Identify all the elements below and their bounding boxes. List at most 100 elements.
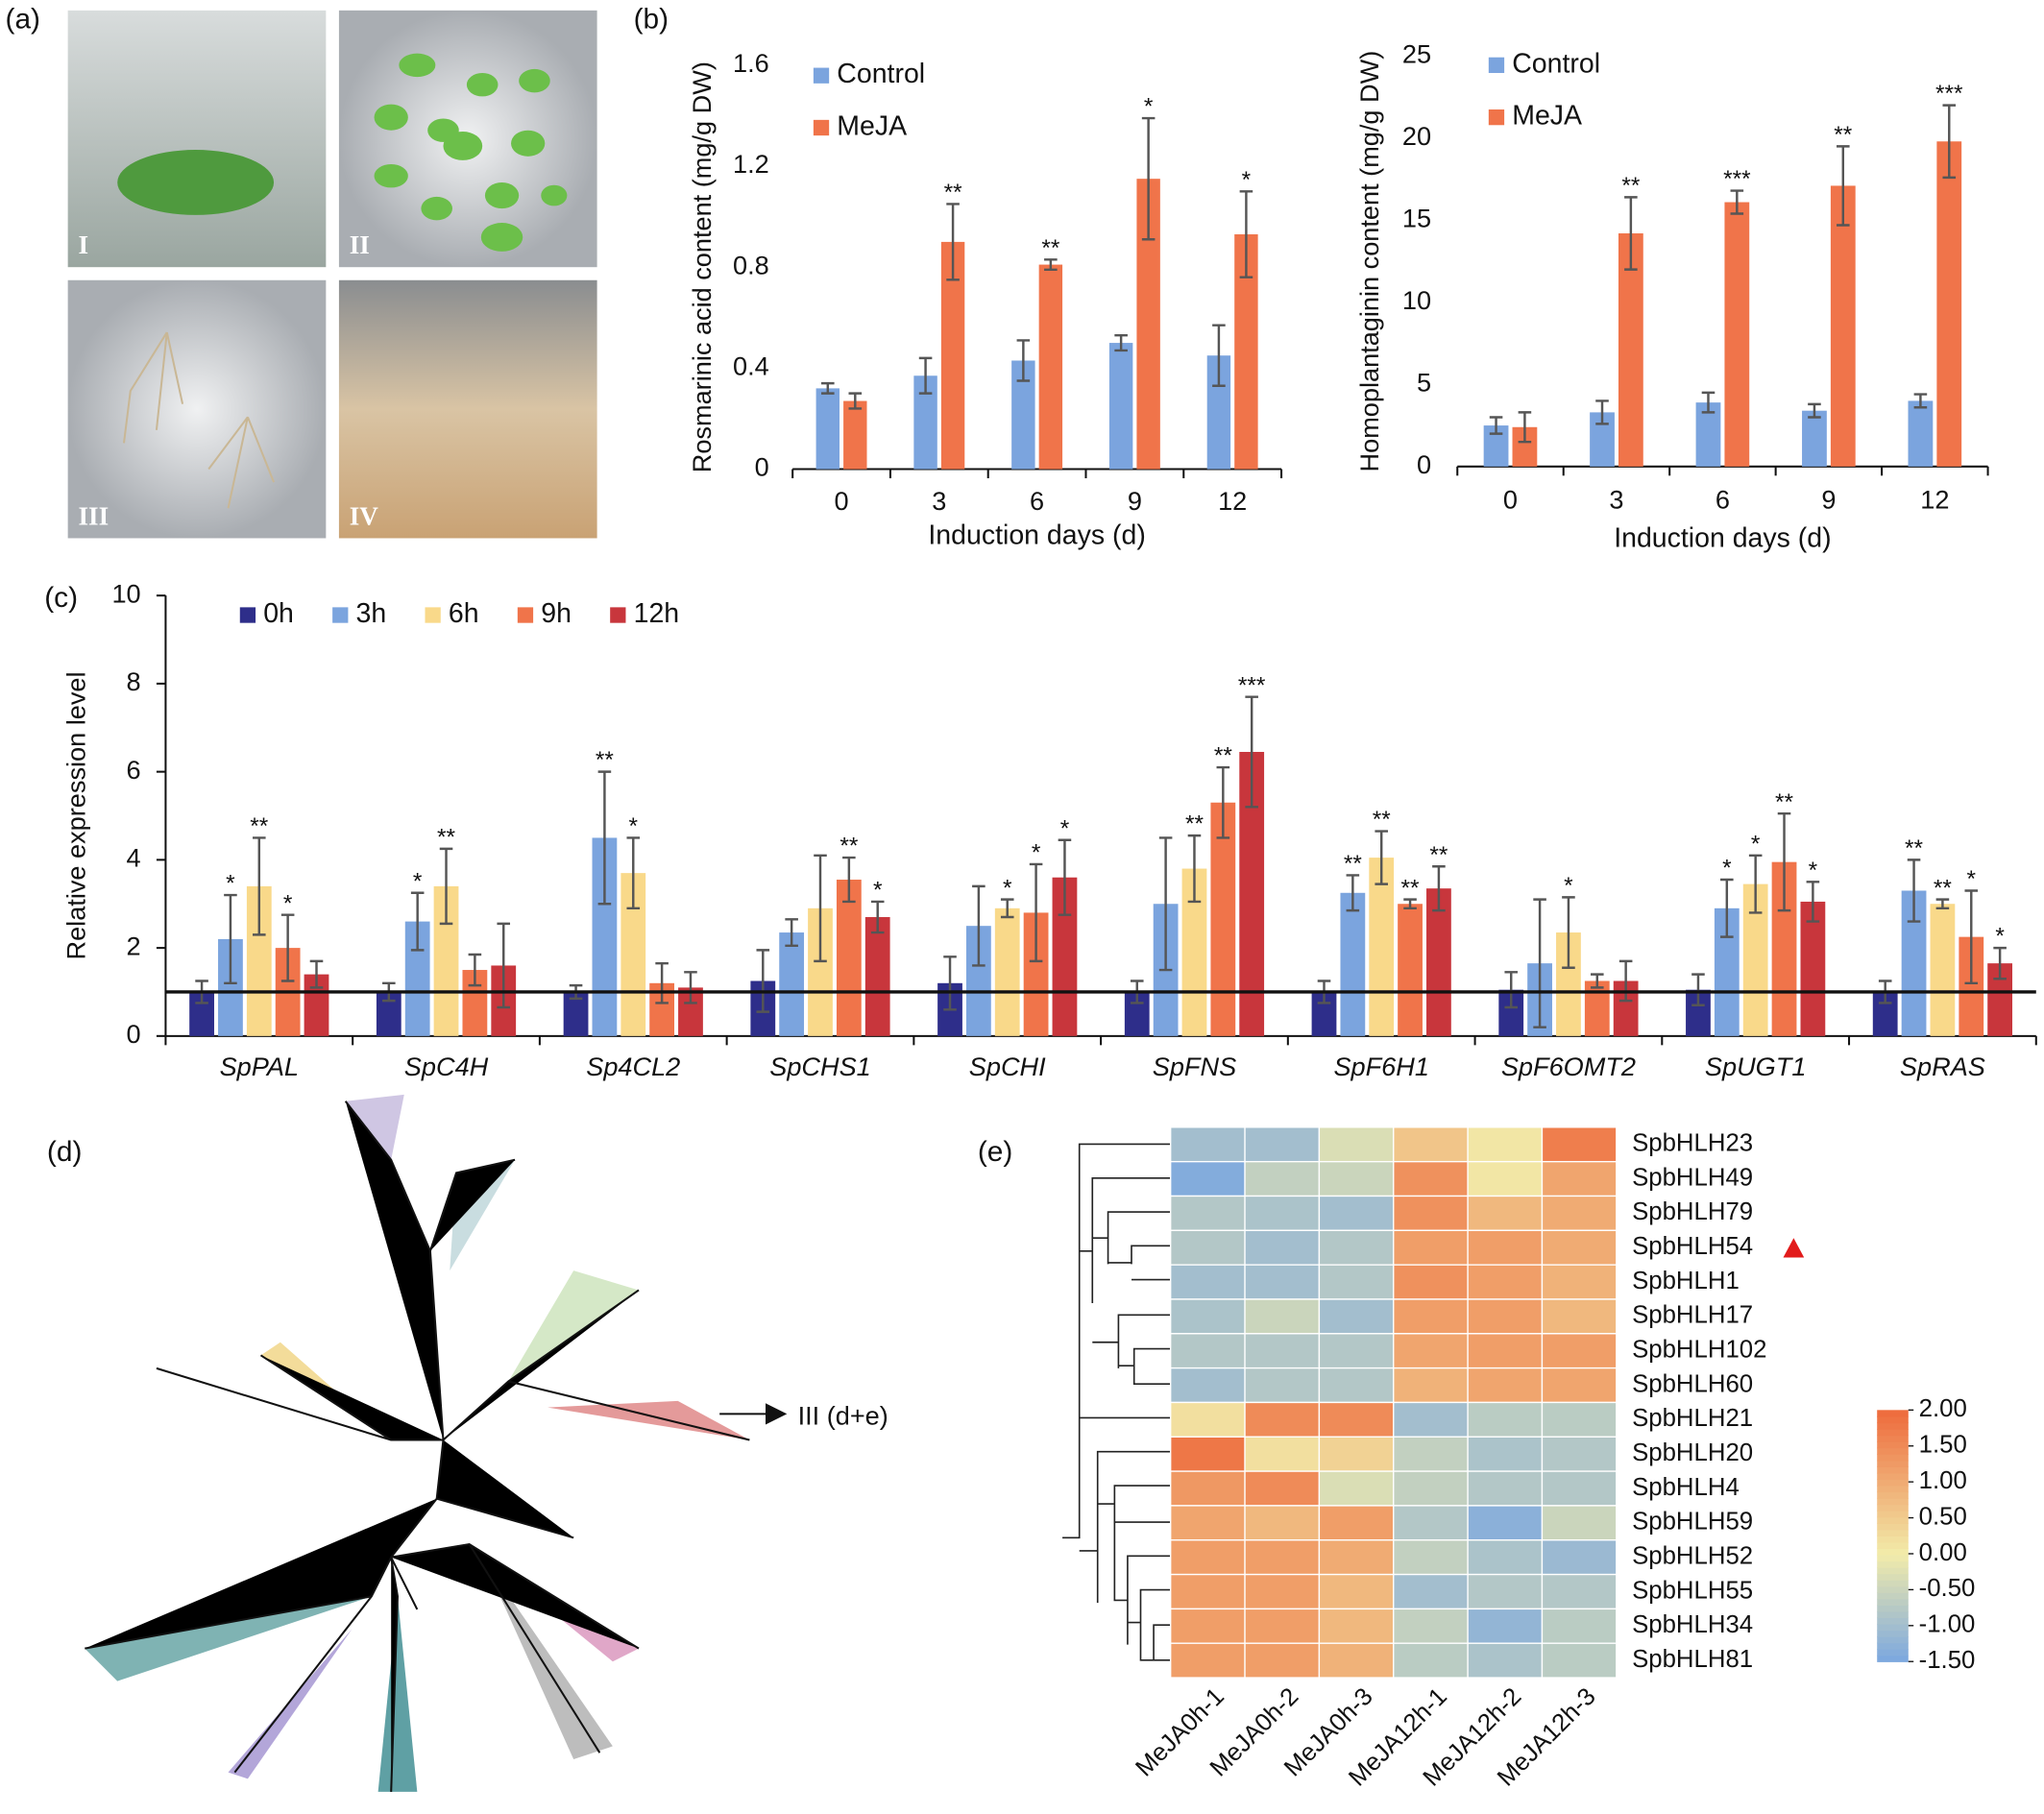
error-bar: [1624, 196, 1638, 271]
x-tick-label: 0: [835, 486, 849, 516]
error-bar: [1533, 898, 1546, 1028]
legend-swatch: [332, 607, 349, 623]
significance: **: [1905, 835, 1923, 861]
bar: [1802, 410, 1827, 467]
heatmap-cell: [1541, 1401, 1618, 1438]
y-tick-label: 8: [127, 666, 141, 696]
x-axis-label: Induction days (d): [1614, 522, 1831, 553]
heatmap-cell: [1318, 1126, 1395, 1163]
colorbar-segment: [1877, 1485, 1909, 1493]
significance: **: [596, 747, 614, 773]
row-label: SpbHLH1: [1632, 1268, 1740, 1294]
heatmap-cell: [1541, 1573, 1618, 1610]
heatmap-cell: [1318, 1642, 1395, 1679]
heatmap-cell: [1541, 1642, 1618, 1679]
heatmap-cell: [1393, 1229, 1469, 1266]
legend-label: 9h: [541, 598, 572, 629]
y-axis-label: Relative expression level: [61, 671, 91, 959]
bar: [1038, 264, 1063, 470]
error-bar: [280, 913, 295, 982]
x-tick-label: Sp4CL2: [586, 1052, 680, 1081]
heatmap-cell: [1541, 1298, 1618, 1335]
error-bar: [1403, 898, 1417, 910]
error-bar: [1730, 189, 1744, 215]
error-bar: [468, 953, 482, 987]
row-label: SpbHLH54: [1632, 1233, 1753, 1260]
x-tick-label: 9: [1128, 486, 1142, 516]
heatmap-cell: [1244, 1436, 1321, 1472]
heatmap-cell: [1170, 1470, 1246, 1507]
x-tick-label: 12: [1920, 485, 1949, 515]
colorbar-segment: [1877, 1491, 1909, 1499]
significance: *: [1564, 873, 1573, 899]
error-bar: [1216, 765, 1230, 839]
tree-annotation: III (d+e): [798, 1401, 888, 1431]
heatmap-cell: [1244, 1333, 1321, 1369]
error-bar: [1691, 973, 1705, 1006]
photo-label: IV: [350, 501, 379, 530]
significance: *: [873, 878, 883, 904]
error-bar: [1158, 836, 1173, 972]
bar: [779, 932, 805, 1036]
error-bar: [1591, 973, 1604, 989]
y-tick-label: 10: [111, 578, 140, 608]
colorbar-segment: [1877, 1479, 1909, 1487]
colorbar-segment: [1877, 1516, 1909, 1524]
colorbar-segment: [1877, 1428, 1909, 1437]
heatmap-cell: [1393, 1333, 1469, 1369]
x-tick-label: SpF6H1: [1333, 1052, 1429, 1081]
significance: *: [226, 871, 235, 897]
colorbar-segment: [1877, 1592, 1909, 1600]
error-bar: [943, 955, 957, 1011]
heatmap-cell: [1467, 1505, 1544, 1541]
heatmap-cell: [1393, 1160, 1469, 1197]
panel-label: (b): [634, 4, 669, 36]
row-label: SpbHLH55: [1632, 1577, 1753, 1604]
bar: [1908, 400, 1934, 467]
heatmap-cell: [1467, 1298, 1544, 1335]
heatmap-cell: [1170, 1539, 1246, 1576]
bar: [1426, 888, 1451, 1036]
heatmap-cell: [1393, 1505, 1469, 1541]
legend-label: Control: [837, 59, 925, 89]
x-tick-label: 6: [1030, 486, 1044, 516]
heatmap-cell: [1318, 1333, 1395, 1369]
colorbar-segment: [1877, 1529, 1909, 1536]
row-label: SpbHLH79: [1632, 1198, 1753, 1225]
error-bar: [1701, 391, 1716, 414]
significance: *: [1144, 94, 1154, 120]
heatmap-cell: [1467, 1470, 1544, 1507]
colorbar-label: -1.00: [1919, 1611, 1976, 1638]
error-bar: [1187, 834, 1202, 904]
x-tick-label: SpCHI: [969, 1052, 1046, 1081]
colorbar-segment: [1877, 1415, 1909, 1424]
heatmap-cell: [1467, 1195, 1544, 1231]
row-label: SpbHLH20: [1632, 1439, 1753, 1466]
error-bar: [972, 884, 986, 967]
colorbar-segment: [1877, 1655, 1909, 1662]
y-tick-label: 1.2: [733, 149, 769, 179]
bar: [843, 400, 867, 470]
heatmap-cell: [1393, 1298, 1469, 1335]
heatmap-cell: [1318, 1298, 1395, 1335]
error-bar: [253, 836, 266, 936]
heatmap-cell: [1393, 1573, 1469, 1610]
error-bar: [1595, 399, 1609, 425]
heatmap-cell: [1244, 1229, 1321, 1266]
error-bar: [1504, 971, 1519, 1009]
heatmap-cell: [1393, 1470, 1469, 1507]
significance: **: [1934, 875, 1952, 901]
error-bar: [1618, 959, 1633, 1003]
error-bar: [1114, 333, 1128, 352]
legend-label: 6h: [449, 598, 479, 629]
error-bar: [1993, 946, 2007, 980]
photo: [338, 279, 597, 539]
heatmap-cell: [1170, 1436, 1246, 1472]
error-bar: [1239, 190, 1253, 278]
colorbar-segment: [1877, 1623, 1909, 1632]
bar: [1210, 802, 1236, 1036]
x-axis-label: Induction days (d): [928, 520, 1145, 551]
panel-label: (a): [6, 4, 40, 36]
significance: **: [1775, 789, 1793, 815]
colorbar-segment: [1877, 1630, 1909, 1637]
